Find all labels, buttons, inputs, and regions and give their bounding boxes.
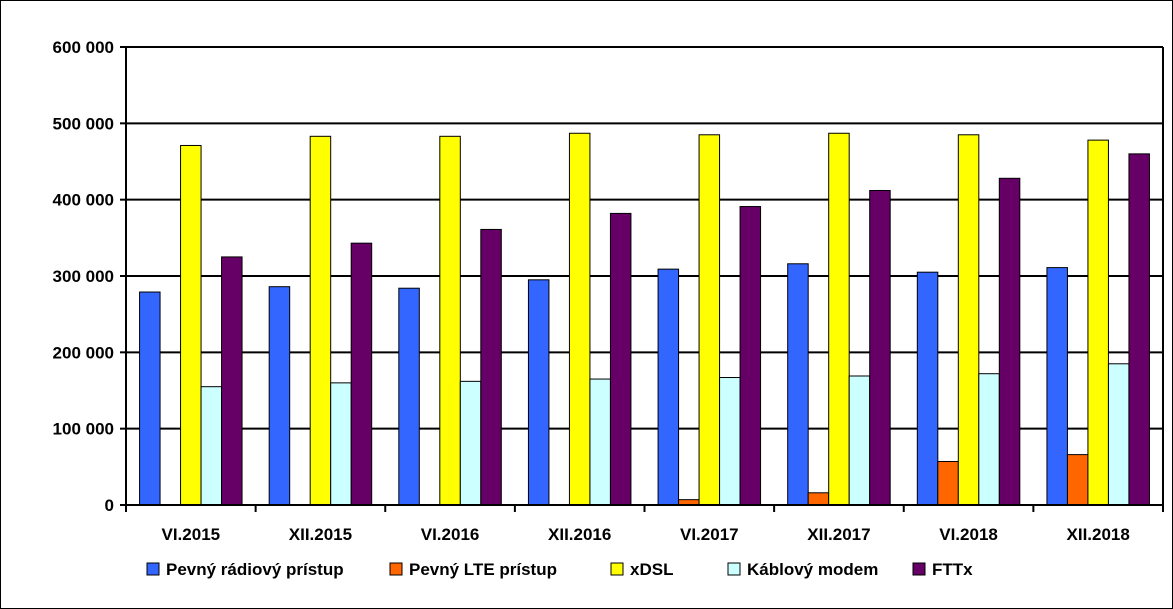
bar bbox=[657, 268, 680, 506]
bar bbox=[350, 242, 373, 506]
y-tick-label: 500 000 bbox=[53, 114, 114, 133]
legend: Pevný rádiový prístup Pevný LTE prístup xD… bbox=[146, 560, 973, 579]
x-tick-label: VI.2018 bbox=[939, 525, 998, 544]
bar bbox=[848, 375, 871, 506]
bar bbox=[828, 132, 850, 506]
y-axis-ticks: 0 100 000 200 000 300 000 400 000 500 000 600 … bbox=[53, 38, 126, 515]
bar bbox=[398, 287, 420, 506]
x-axis-ticks: VI.2015 XII.2015 VI.2016 XII.2016 VI.2017 XII… bbox=[125, 505, 1164, 544]
bar bbox=[1066, 454, 1089, 506]
legend-label: FTTx bbox=[932, 560, 973, 579]
bar bbox=[609, 212, 632, 506]
x-tick-label: VI.2017 bbox=[680, 525, 739, 544]
legend-swatch bbox=[727, 562, 741, 576]
bar bbox=[978, 373, 1000, 506]
x-tick-label: VI.2016 bbox=[421, 525, 480, 544]
bar bbox=[330, 382, 352, 506]
y-tick-label: 0 bbox=[105, 496, 114, 515]
legend-swatch bbox=[389, 562, 403, 576]
legend-swatch bbox=[912, 562, 926, 576]
bar bbox=[739, 206, 762, 506]
legend-swatch bbox=[146, 562, 160, 576]
bar bbox=[787, 263, 809, 506]
bar bbox=[869, 190, 891, 506]
legend-label: Káblový modem bbox=[747, 560, 878, 579]
bar bbox=[998, 177, 1021, 506]
bar bbox=[180, 144, 202, 506]
legend-swatch bbox=[610, 562, 624, 576]
legend-label: Pevný rádiový prístup bbox=[166, 560, 344, 579]
bar bbox=[937, 460, 959, 506]
bar bbox=[459, 380, 482, 506]
y-tick-label: 400 000 bbox=[53, 191, 114, 210]
y-tick-label: 300 000 bbox=[53, 267, 114, 286]
bar bbox=[719, 377, 741, 506]
bar bbox=[807, 492, 830, 506]
bar bbox=[1087, 139, 1109, 506]
bar bbox=[268, 286, 291, 506]
bars bbox=[139, 132, 1150, 506]
x-tick-label: VI.2015 bbox=[162, 525, 221, 544]
bar bbox=[589, 378, 611, 506]
bar bbox=[916, 271, 939, 506]
x-tick-label: XII.2018 bbox=[1067, 525, 1130, 544]
bar bbox=[200, 386, 223, 506]
bar bbox=[139, 291, 161, 506]
bar bbox=[1128, 153, 1150, 506]
x-tick-label: XII.2016 bbox=[548, 525, 611, 544]
bar bbox=[309, 135, 332, 506]
x-tick-label: XII.2017 bbox=[807, 525, 870, 544]
legend-label: xDSL bbox=[630, 560, 673, 579]
bar bbox=[957, 134, 980, 506]
y-tick-label: 100 000 bbox=[53, 420, 114, 439]
bar bbox=[480, 228, 502, 506]
y-tick-label: 200 000 bbox=[53, 343, 114, 362]
y-tick-label: 600 000 bbox=[53, 38, 114, 57]
bar bbox=[1107, 363, 1130, 506]
bar bbox=[698, 134, 721, 506]
bar bbox=[1046, 267, 1068, 506]
bar bbox=[568, 132, 591, 506]
bar bbox=[527, 279, 550, 506]
bar bbox=[439, 135, 461, 506]
x-tick-label: XII.2015 bbox=[289, 525, 352, 544]
bar bbox=[221, 256, 243, 506]
legend-label: Pevný LTE prístup bbox=[409, 560, 557, 579]
